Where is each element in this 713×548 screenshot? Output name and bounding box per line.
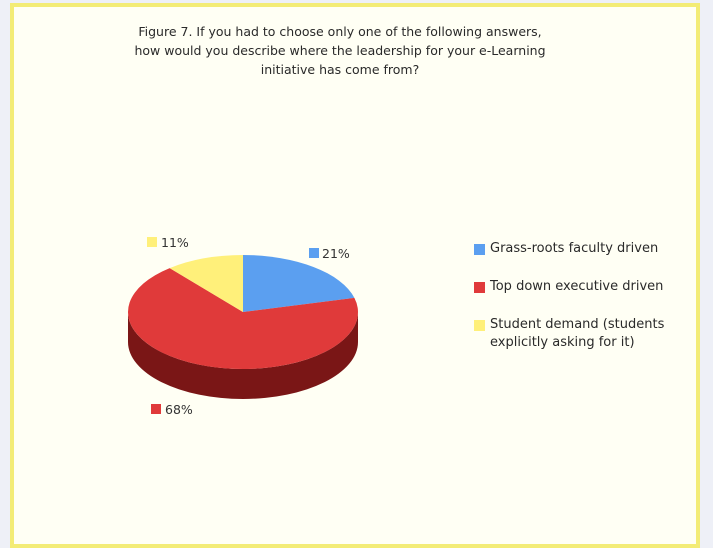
legend-item-3: Student demand (students explicitly aski… — [474, 316, 699, 352]
data-label-swatch-3 — [147, 237, 157, 247]
legend-swatch — [474, 320, 485, 331]
pie-slice-side-2 — [128, 312, 358, 399]
chart-legend: Grass-roots faculty driven Top down execu… — [474, 240, 699, 372]
legend-swatch — [474, 282, 485, 293]
data-label-swatch-2 — [151, 404, 161, 414]
data-label-1: 21% — [322, 246, 350, 261]
legend-label: Top down executive driven — [490, 279, 664, 294]
data-label-swatch-1 — [309, 248, 319, 258]
legend-label: Student demand (students explicitly aski… — [490, 317, 665, 350]
legend-label: Grass-roots faculty driven — [490, 241, 659, 256]
pie-slice-3 — [169, 255, 243, 312]
chart-frame — [10, 3, 700, 548]
legend-item-2: Top down executive driven — [474, 278, 699, 296]
pie-slice-1 — [243, 255, 355, 312]
pie-slice-2 — [127, 268, 358, 369]
legend-swatch — [474, 244, 485, 255]
chart-title: Figure 7. If you had to choose only one … — [134, 24, 546, 77]
legend-item-1: Grass-roots faculty driven — [474, 240, 699, 258]
data-label-3: 11% — [161, 235, 189, 250]
data-label-2: 68% — [165, 402, 193, 417]
